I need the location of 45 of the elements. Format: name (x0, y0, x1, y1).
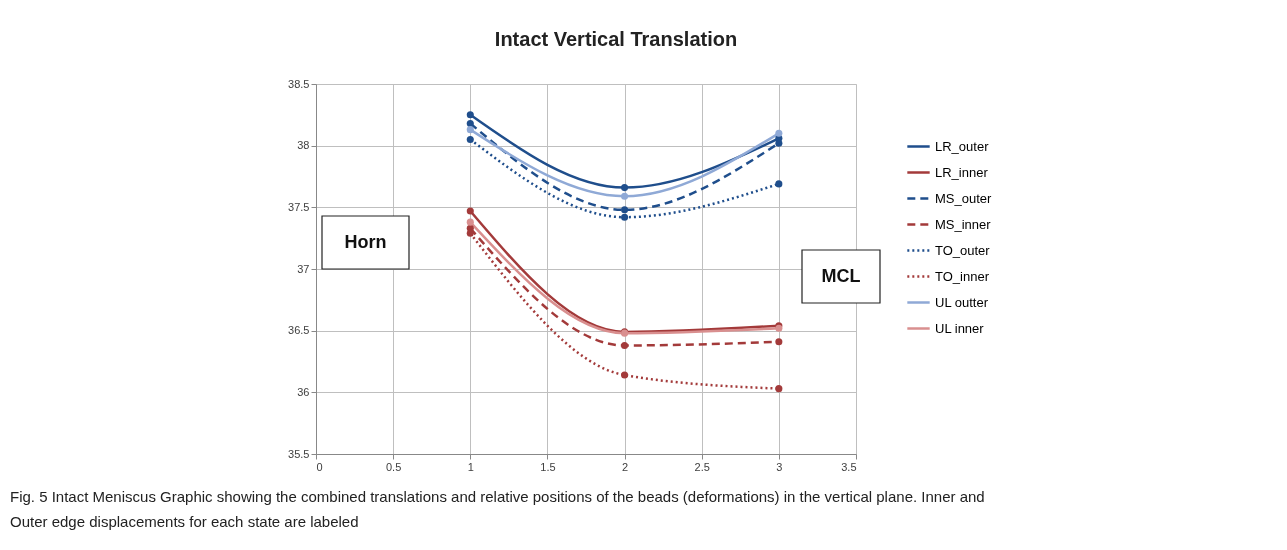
caption: Fig. 5 Intact Meniscus Graphic showing the combined translations and relative positions of the beads (deformations) in the vertical plane. Inner and Outer edge displacements for each state are labeled (10, 488, 985, 530)
x-tick-label: 1 (467, 460, 474, 473)
legend-label: UL outter (935, 294, 989, 310)
point (466, 111, 474, 119)
y-tick-label: 36.5 (288, 324, 310, 337)
point (621, 341, 629, 349)
point (621, 192, 629, 200)
y-tick-label: 36 (297, 385, 310, 398)
x-tick-label: 3.5 (841, 460, 857, 473)
annotation: MCL (821, 265, 861, 286)
point (775, 385, 783, 393)
point (775, 338, 783, 346)
point (775, 129, 783, 137)
point (466, 207, 474, 215)
legend-label: UL inner (935, 320, 985, 336)
point (775, 139, 783, 147)
x-tick-label: 1.5 (540, 460, 556, 473)
annotation: Horn (344, 231, 387, 252)
legend-label: LR_inner (935, 164, 989, 180)
point (466, 218, 474, 226)
y-tick-label: 38.5 (288, 77, 310, 90)
legend-label: LR_outer (935, 138, 990, 154)
x-tick-label: 3 (776, 460, 783, 473)
point (466, 229, 474, 237)
x-tick-label: 0.5 (385, 460, 402, 473)
x-tick-label: 0 (316, 460, 323, 473)
legend-label: TO_outer (935, 242, 991, 258)
x-tick-label: 2 (622, 460, 629, 473)
point (466, 126, 474, 134)
legend-label: MS_outer (935, 190, 993, 206)
point (621, 371, 629, 379)
y-tick-label: 37.5 (288, 200, 310, 213)
y-tick-label: 38 (297, 139, 310, 152)
legend-label: TO_inner (935, 268, 990, 284)
point (621, 213, 629, 221)
legend-label: MS_inner (935, 216, 992, 232)
point (775, 180, 783, 188)
x-tick-label: 2.5 (694, 460, 710, 473)
point (621, 206, 629, 214)
point (466, 135, 474, 144)
point (621, 184, 629, 192)
chart-title: Intact Vertical Translation (494, 28, 738, 50)
y-tick-label: 35.5 (288, 447, 310, 460)
point (466, 119, 474, 127)
y-tick-label: 37 (297, 262, 310, 275)
